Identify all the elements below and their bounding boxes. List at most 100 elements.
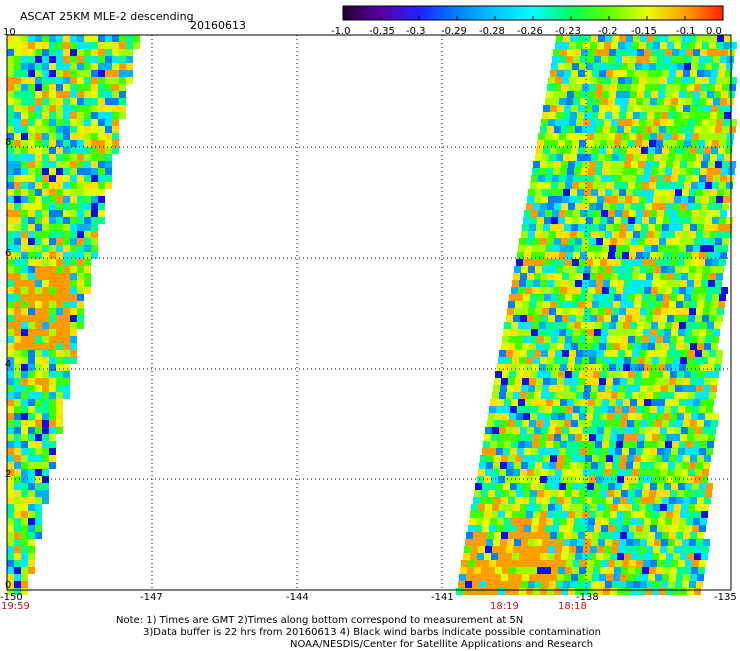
- swath-cell: [515, 420, 522, 427]
- swath-cell: [473, 532, 480, 539]
- swath-cell: [645, 511, 652, 518]
- swath-cell: [719, 294, 726, 301]
- swath-cell: [662, 532, 669, 539]
- swath-cell: [561, 126, 568, 133]
- swath-cell: [678, 175, 685, 182]
- swath-cell: [587, 210, 594, 217]
- swath-cell: [621, 259, 628, 266]
- swath-cell: [570, 189, 577, 196]
- swath-cell: [623, 168, 630, 175]
- swath-cell: [596, 126, 603, 133]
- swath-cell: [607, 490, 614, 497]
- colorbar-label: -0.15: [631, 26, 657, 37]
- swath-cell: [7, 112, 14, 119]
- swath-cell: [28, 560, 35, 567]
- swath-cell: [631, 357, 638, 364]
- swath-cell: [14, 161, 21, 168]
- swath-cell: [538, 329, 545, 336]
- swath-cell: [560, 168, 567, 175]
- swath-cell: [531, 560, 538, 567]
- swath-cell: [105, 70, 112, 77]
- swath-cell: [687, 161, 694, 168]
- swath-cell: [599, 455, 606, 462]
- swath-cell: [21, 399, 28, 406]
- swath-cell: [42, 343, 49, 350]
- swath-cell: [629, 329, 636, 336]
- swath-cell: [557, 420, 564, 427]
- swath-cell: [98, 147, 105, 154]
- swath-cell: [684, 217, 691, 224]
- swath-cell: [650, 406, 657, 413]
- swath-cell: [709, 392, 716, 399]
- swath-cell: [632, 392, 639, 399]
- swath-cell: [622, 483, 629, 490]
- swath-cell: [634, 378, 641, 385]
- swath-cell: [546, 287, 553, 294]
- swath-cell: [689, 35, 696, 42]
- swath-cell: [7, 308, 14, 315]
- swath-cell: [657, 56, 664, 63]
- swath-cell: [35, 105, 42, 112]
- swath-cell: [28, 322, 35, 329]
- swath-cell: [663, 140, 670, 147]
- swath-cell: [656, 182, 663, 189]
- swath-cell: [7, 196, 14, 203]
- swath-cell: [597, 392, 604, 399]
- swath-cell: [696, 231, 703, 238]
- swath-cell: [639, 427, 646, 434]
- swath-cell: [553, 91, 560, 98]
- swath-cell: [580, 483, 587, 490]
- swath-cell: [652, 280, 659, 287]
- swath-cell: [91, 147, 98, 154]
- swath-cell: [503, 525, 510, 532]
- swath-cell: [49, 98, 56, 105]
- swath-cell: [638, 161, 645, 168]
- swath-cell: [571, 455, 578, 462]
- swath-cell: [21, 308, 28, 315]
- swath-cell: [565, 259, 572, 266]
- swath-cell: [683, 420, 690, 427]
- swath-cell: [674, 546, 681, 553]
- swath-cell: [49, 378, 56, 385]
- swath-cell: [716, 196, 723, 203]
- swath-cell: [603, 588, 610, 595]
- swath-cell: [507, 385, 514, 392]
- swath-cell: [639, 315, 646, 322]
- swath-cell: [579, 567, 586, 574]
- swath-cell: [516, 259, 523, 266]
- x-tick-label: -141: [431, 592, 454, 603]
- swath-cell: [692, 133, 699, 140]
- swath-cell: [661, 385, 668, 392]
- swath-cell: [614, 413, 621, 420]
- swath-cell: [56, 329, 63, 336]
- swath-cell: [594, 175, 601, 182]
- swath-cell: [699, 329, 706, 336]
- swath-cell: [644, 245, 651, 252]
- swath-cell: [21, 294, 28, 301]
- swath-cell: [564, 70, 571, 77]
- swath-cell: [522, 301, 529, 308]
- swath-cell: [682, 462, 689, 469]
- swath-cell: [49, 154, 56, 161]
- swath-cell: [726, 182, 733, 189]
- swath-cell: [677, 567, 684, 574]
- swath-cell: [707, 245, 714, 252]
- swath-cell: [603, 238, 610, 245]
- swath-cell: [685, 98, 692, 105]
- swath-cell: [663, 336, 670, 343]
- swath-cell: [619, 539, 626, 546]
- swath-cell: [687, 357, 694, 364]
- swath-cell: [460, 567, 467, 574]
- swath-cell: [642, 140, 649, 147]
- swath-cell: [670, 490, 677, 497]
- swath-cell: [592, 105, 599, 112]
- swath-cell: [592, 147, 599, 154]
- swath-cell: [653, 469, 660, 476]
- swath-cell: [664, 483, 671, 490]
- swath-cell: [548, 315, 555, 322]
- swath-cell: [548, 196, 555, 203]
- swath-cell: [563, 539, 570, 546]
- swath-cell: [28, 63, 35, 70]
- swath-cell: [602, 322, 609, 329]
- swath-cell: [709, 77, 716, 84]
